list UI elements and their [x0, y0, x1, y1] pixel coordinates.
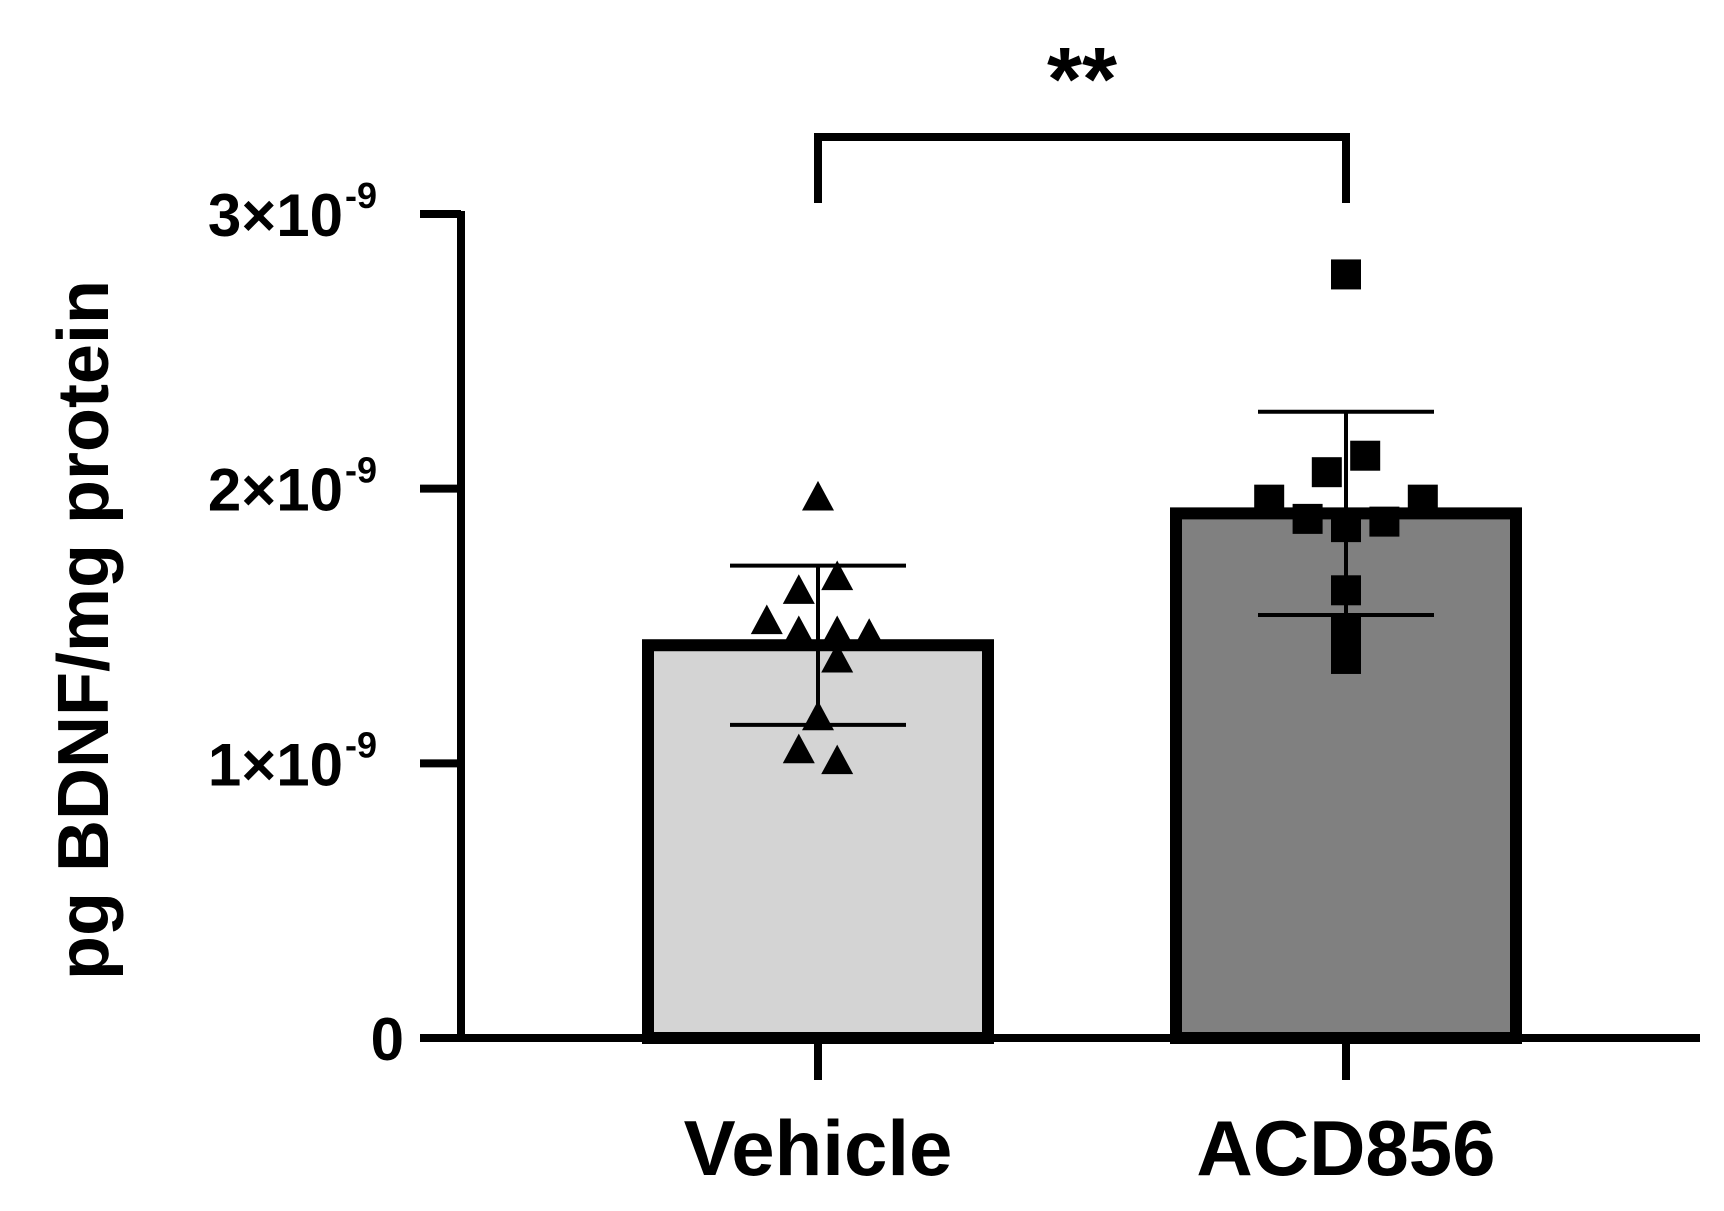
y-tick-label: 2×10: [208, 457, 343, 524]
data-point-acd856: [1331, 512, 1361, 543]
data-point-vehicle: [821, 615, 854, 646]
y-tick-exponent: -9: [345, 450, 377, 491]
data-point-acd856: [1331, 259, 1361, 290]
data-point-vehicle: [802, 700, 834, 731]
y-tick-label: 1×10: [208, 731, 343, 798]
data-point-acd856: [1331, 575, 1361, 606]
data-point-acd856: [1331, 643, 1361, 674]
data-point-vehicle: [782, 615, 815, 646]
data-point-acd856: [1292, 503, 1323, 534]
significance-label: **: [1047, 30, 1117, 130]
data-point-vehicle: [782, 574, 815, 604]
y-axis-title: pg BDNF/mg protein: [44, 280, 124, 980]
data-point-vehicle: [821, 560, 854, 591]
y-tick-label: 0: [371, 1006, 404, 1073]
y-tick-label: 3×10: [208, 182, 343, 249]
y-tick-exponent: -9: [345, 724, 377, 765]
x-tick-label: Vehicle: [684, 1104, 953, 1192]
data-point-acd856: [1407, 484, 1438, 515]
data-point-vehicle: [750, 604, 783, 635]
data-point-acd856: [1254, 484, 1285, 515]
x-tick-label: ACD856: [1196, 1104, 1495, 1192]
data-point-vehicle: [821, 744, 854, 775]
data-point-acd856: [1350, 440, 1381, 471]
data-point-vehicle: [853, 618, 886, 648]
data-point-acd856: [1369, 506, 1400, 537]
data-point-vehicle: [782, 733, 815, 764]
data-point-vehicle: [821, 642, 854, 673]
significance-bracket: [814, 133, 1350, 203]
data-point-acd856: [1331, 616, 1361, 647]
data-point-vehicle: [802, 480, 834, 511]
data-point-acd856: [1311, 457, 1342, 488]
y-tick-exponent: -9: [345, 175, 377, 216]
